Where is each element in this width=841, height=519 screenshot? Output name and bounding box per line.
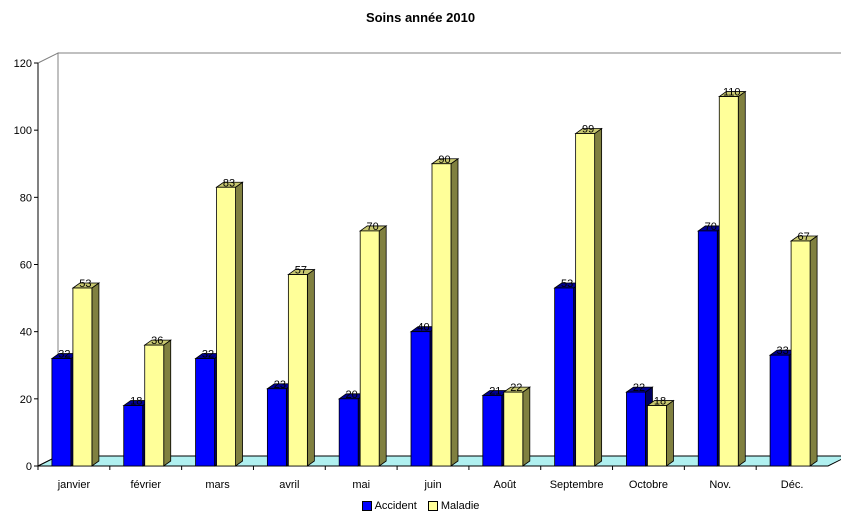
bar-side-maladie xyxy=(522,386,531,467)
bar-accident xyxy=(482,395,503,467)
data-label-accident: 33 xyxy=(776,345,788,357)
bar-maladie xyxy=(144,344,165,467)
data-label-accident: 21 xyxy=(489,385,501,397)
bar-maladie xyxy=(72,287,93,467)
bar-accident xyxy=(338,398,359,467)
bar-maladie xyxy=(503,391,524,467)
bar-accident xyxy=(195,358,215,467)
x-tick-label: mai xyxy=(352,479,370,491)
x-tick-label: juin xyxy=(423,479,441,491)
y-tick-label: 60 xyxy=(20,260,32,272)
data-label-accident: 32 xyxy=(58,349,70,361)
bar-maladie xyxy=(718,96,739,467)
bar-side-maladie xyxy=(737,90,746,467)
data-label-maladie: 99 xyxy=(582,124,594,136)
data-label-maladie: 67 xyxy=(797,231,809,243)
bar-side-maladie xyxy=(235,181,243,467)
data-label-accident: 70 xyxy=(705,221,717,233)
y-tick-label: 0 xyxy=(26,461,32,473)
bar-side-maladie xyxy=(91,282,100,467)
x-tick-label: Août xyxy=(493,479,516,491)
x-tick-label: février xyxy=(130,479,161,491)
y-tick-label: 80 xyxy=(20,192,32,204)
bar-maladie xyxy=(790,240,811,467)
bar-side-maladie xyxy=(666,399,674,467)
chart-plot: 0 20 40 60 80 100 120 janvier 32 53 février 18 36 mar… xyxy=(14,52,841,491)
legend-item-accident: Accident xyxy=(361,500,417,512)
data-label-maladie: 18 xyxy=(654,396,666,408)
y-tick-label: 40 xyxy=(20,327,32,339)
data-label-maladie: 22 xyxy=(510,382,522,394)
data-label-accident: 32 xyxy=(202,349,214,361)
data-label-accident: 22 xyxy=(633,382,645,394)
data-label-maladie: 36 xyxy=(151,335,163,347)
bar-accident xyxy=(410,331,431,467)
bar-accident xyxy=(626,391,646,467)
bar-accident xyxy=(769,354,790,467)
bar-maladie xyxy=(431,163,452,467)
bar-side-maladie xyxy=(594,127,603,467)
data-label-accident: 18 xyxy=(130,396,142,408)
data-label-maladie: 83 xyxy=(223,177,235,189)
chart-title: Soins année 2010 xyxy=(365,10,476,25)
bar-accident xyxy=(51,358,72,467)
bar-maladie xyxy=(647,405,667,467)
y-tick-label: 100 xyxy=(14,125,32,137)
data-label-accident: 20 xyxy=(346,389,358,401)
bar-accident xyxy=(266,388,287,467)
bar-side-maladie xyxy=(306,268,315,467)
bar-maladie xyxy=(575,133,596,467)
x-tick-label: avril xyxy=(279,479,299,491)
x-tick-label: Déc. xyxy=(781,479,804,491)
chart-legend: Accident Maladie xyxy=(0,500,841,514)
legend-item-maladie: Maladie xyxy=(427,500,480,512)
legend-swatch-maladie xyxy=(427,501,438,511)
bar-accident xyxy=(554,287,575,467)
x-tick-label: Septembre xyxy=(550,479,604,491)
legend-swatch-accident xyxy=(361,501,372,511)
legend-label-maladie: Maladie xyxy=(440,500,480,512)
data-label-accident: 23 xyxy=(274,379,286,391)
x-tick-label: mars xyxy=(205,479,230,491)
x-tick-label: janvier xyxy=(57,479,91,491)
data-label-maladie: 110 xyxy=(723,87,741,99)
data-label-maladie: 70 xyxy=(367,221,379,233)
bar-side-maladie xyxy=(163,339,172,467)
bar-side-maladie xyxy=(809,235,818,467)
bar-maladie xyxy=(359,230,380,467)
data-label-maladie: 57 xyxy=(295,265,307,277)
data-label-accident: 53 xyxy=(561,278,573,290)
x-tick-label: Octobre xyxy=(629,479,668,491)
x-tick-label: Nov. xyxy=(709,479,731,491)
y-tick-label: 120 xyxy=(14,58,32,70)
bar-maladie xyxy=(216,186,236,467)
bar-side-maladie xyxy=(450,157,459,467)
bar-accident xyxy=(123,405,144,467)
data-label-accident: 40 xyxy=(417,322,429,334)
bar-maladie xyxy=(287,274,308,467)
bar-accident xyxy=(697,230,718,467)
bar-side-maladie xyxy=(378,225,387,467)
y-tick-label: 20 xyxy=(20,394,32,406)
data-label-maladie: 53 xyxy=(79,278,91,290)
data-label-maladie: 90 xyxy=(438,154,450,166)
legend-label-accident: Accident xyxy=(374,500,417,512)
